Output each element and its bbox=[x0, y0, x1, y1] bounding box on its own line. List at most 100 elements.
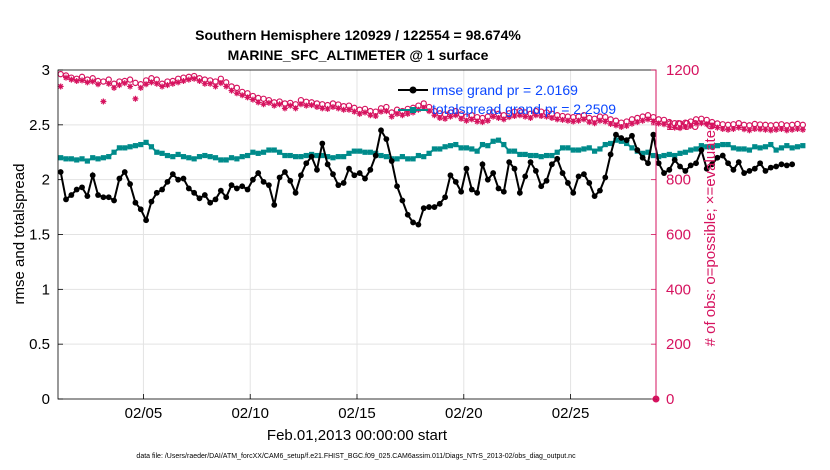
rmse-point bbox=[735, 159, 742, 166]
rmse-point bbox=[623, 137, 630, 144]
obs-evaluated-point bbox=[794, 125, 801, 132]
obs-possible-point bbox=[57, 70, 64, 78]
obs-evaluated-point bbox=[719, 125, 726, 132]
obs-evaluated-point bbox=[276, 101, 283, 108]
rmse-point bbox=[666, 166, 673, 173]
totalspread-point bbox=[624, 140, 630, 147]
rmse-point bbox=[383, 136, 390, 142]
obs-evaluated-point bbox=[281, 105, 288, 112]
rmse-point bbox=[249, 176, 256, 183]
totalspread-point bbox=[431, 146, 438, 152]
totalspread-point bbox=[559, 145, 566, 151]
totalspread-point bbox=[58, 155, 64, 161]
obs-evaluated-point bbox=[591, 120, 598, 127]
totalspread-point bbox=[784, 143, 790, 149]
rmse-point bbox=[164, 178, 171, 185]
obs-evaluated-point bbox=[420, 104, 427, 111]
rmse-point bbox=[410, 219, 416, 226]
totalspread-point bbox=[351, 148, 357, 154]
obs-evaluated-point bbox=[159, 83, 166, 90]
rmse-point bbox=[399, 197, 406, 204]
y-right-tick-label: 800 bbox=[666, 172, 691, 189]
obs-evaluated-point bbox=[313, 104, 320, 111]
totalspread-point bbox=[159, 150, 165, 156]
totalspread-point bbox=[330, 155, 336, 161]
obs-evaluated-point bbox=[297, 101, 304, 108]
rmse-point bbox=[442, 194, 448, 201]
totalspread-point bbox=[170, 154, 176, 160]
obs-evaluated-point bbox=[623, 122, 630, 129]
obs-evaluated-point bbox=[725, 126, 732, 133]
rmse-point bbox=[618, 135, 625, 141]
rmse-point bbox=[687, 162, 694, 169]
rmse-point bbox=[639, 154, 646, 161]
totalspread-point bbox=[645, 149, 651, 155]
rmse-point bbox=[95, 192, 101, 198]
rmse-point bbox=[602, 174, 609, 181]
totalspread-point bbox=[148, 144, 155, 150]
obs-possible-point bbox=[260, 95, 267, 102]
rmse-point bbox=[105, 194, 112, 201]
totalspread-point bbox=[778, 145, 785, 151]
x-tick-label: 02/10 bbox=[231, 405, 269, 422]
rmse-point bbox=[298, 172, 304, 179]
obs-evaluated-point bbox=[105, 80, 112, 87]
rmse-point bbox=[458, 188, 465, 195]
totalspread-point bbox=[591, 148, 598, 154]
totalspread-point bbox=[100, 155, 106, 161]
obs-evaluated-point bbox=[169, 80, 176, 87]
rmse-point bbox=[287, 177, 294, 184]
rmse-point bbox=[207, 199, 214, 206]
totalspread-point bbox=[357, 148, 363, 154]
x-axis-label: Feb.01,2013 00:00:00 start bbox=[267, 427, 448, 444]
obs-evaluated-point bbox=[249, 96, 256, 103]
totalspread-point bbox=[581, 146, 587, 152]
obs-evaluated-point bbox=[356, 110, 363, 117]
rmse-point bbox=[767, 164, 774, 171]
x-tick-label: 02/05 bbox=[125, 405, 163, 422]
chart-title-line-2: MARINE_SFC_ALTIMETER @ 1 surface bbox=[228, 47, 489, 63]
rmse-point bbox=[548, 161, 555, 168]
rmse-point bbox=[586, 180, 593, 186]
rmse-point bbox=[703, 165, 710, 172]
rmse-point bbox=[511, 165, 518, 172]
totalspread-point bbox=[314, 152, 320, 159]
obs-evaluated-point bbox=[164, 82, 171, 89]
rmse-point bbox=[741, 170, 747, 176]
obs-evaluated-point bbox=[639, 117, 646, 124]
totalspread-point bbox=[485, 143, 491, 149]
totalspread-point bbox=[191, 156, 197, 162]
totalspread-point bbox=[282, 152, 288, 159]
obs-evaluated-point bbox=[495, 114, 502, 121]
totalspread-point bbox=[597, 146, 603, 152]
rmse-point bbox=[239, 183, 246, 190]
totalspread-point bbox=[762, 144, 769, 150]
totalspread-point bbox=[138, 141, 144, 148]
rmse-point bbox=[575, 173, 582, 180]
totalspread-point bbox=[490, 138, 496, 144]
totalspread-point bbox=[196, 154, 203, 160]
legend-rmse-label: rmse grand pr = 2.0169 bbox=[432, 82, 578, 98]
rmse-point bbox=[677, 163, 683, 170]
obs-evaluated-point bbox=[388, 113, 395, 120]
obs-evaluated-point bbox=[671, 124, 678, 131]
rmse-point bbox=[367, 166, 374, 173]
obs-evaluated-point bbox=[543, 113, 550, 120]
obs-evaluated-point bbox=[511, 113, 518, 120]
rmse-point bbox=[223, 194, 230, 201]
rmse-point bbox=[308, 153, 315, 160]
totalspread-point bbox=[618, 138, 624, 144]
totalspread-point bbox=[292, 154, 299, 160]
totalspread-point bbox=[469, 146, 475, 152]
totalspread-point bbox=[298, 154, 304, 160]
totalspread-point bbox=[656, 154, 662, 160]
totalspread-point bbox=[415, 152, 422, 159]
rmse-point bbox=[89, 172, 96, 179]
obs-evaluated-point bbox=[677, 125, 684, 132]
totalspread-point bbox=[341, 154, 347, 160]
obs-evaluated-point bbox=[570, 118, 577, 125]
obs-evaluated-point bbox=[367, 112, 374, 119]
totalspread-point bbox=[287, 152, 293, 159]
totalspread-point bbox=[709, 144, 715, 150]
obs-evaluated-point bbox=[490, 113, 497, 120]
